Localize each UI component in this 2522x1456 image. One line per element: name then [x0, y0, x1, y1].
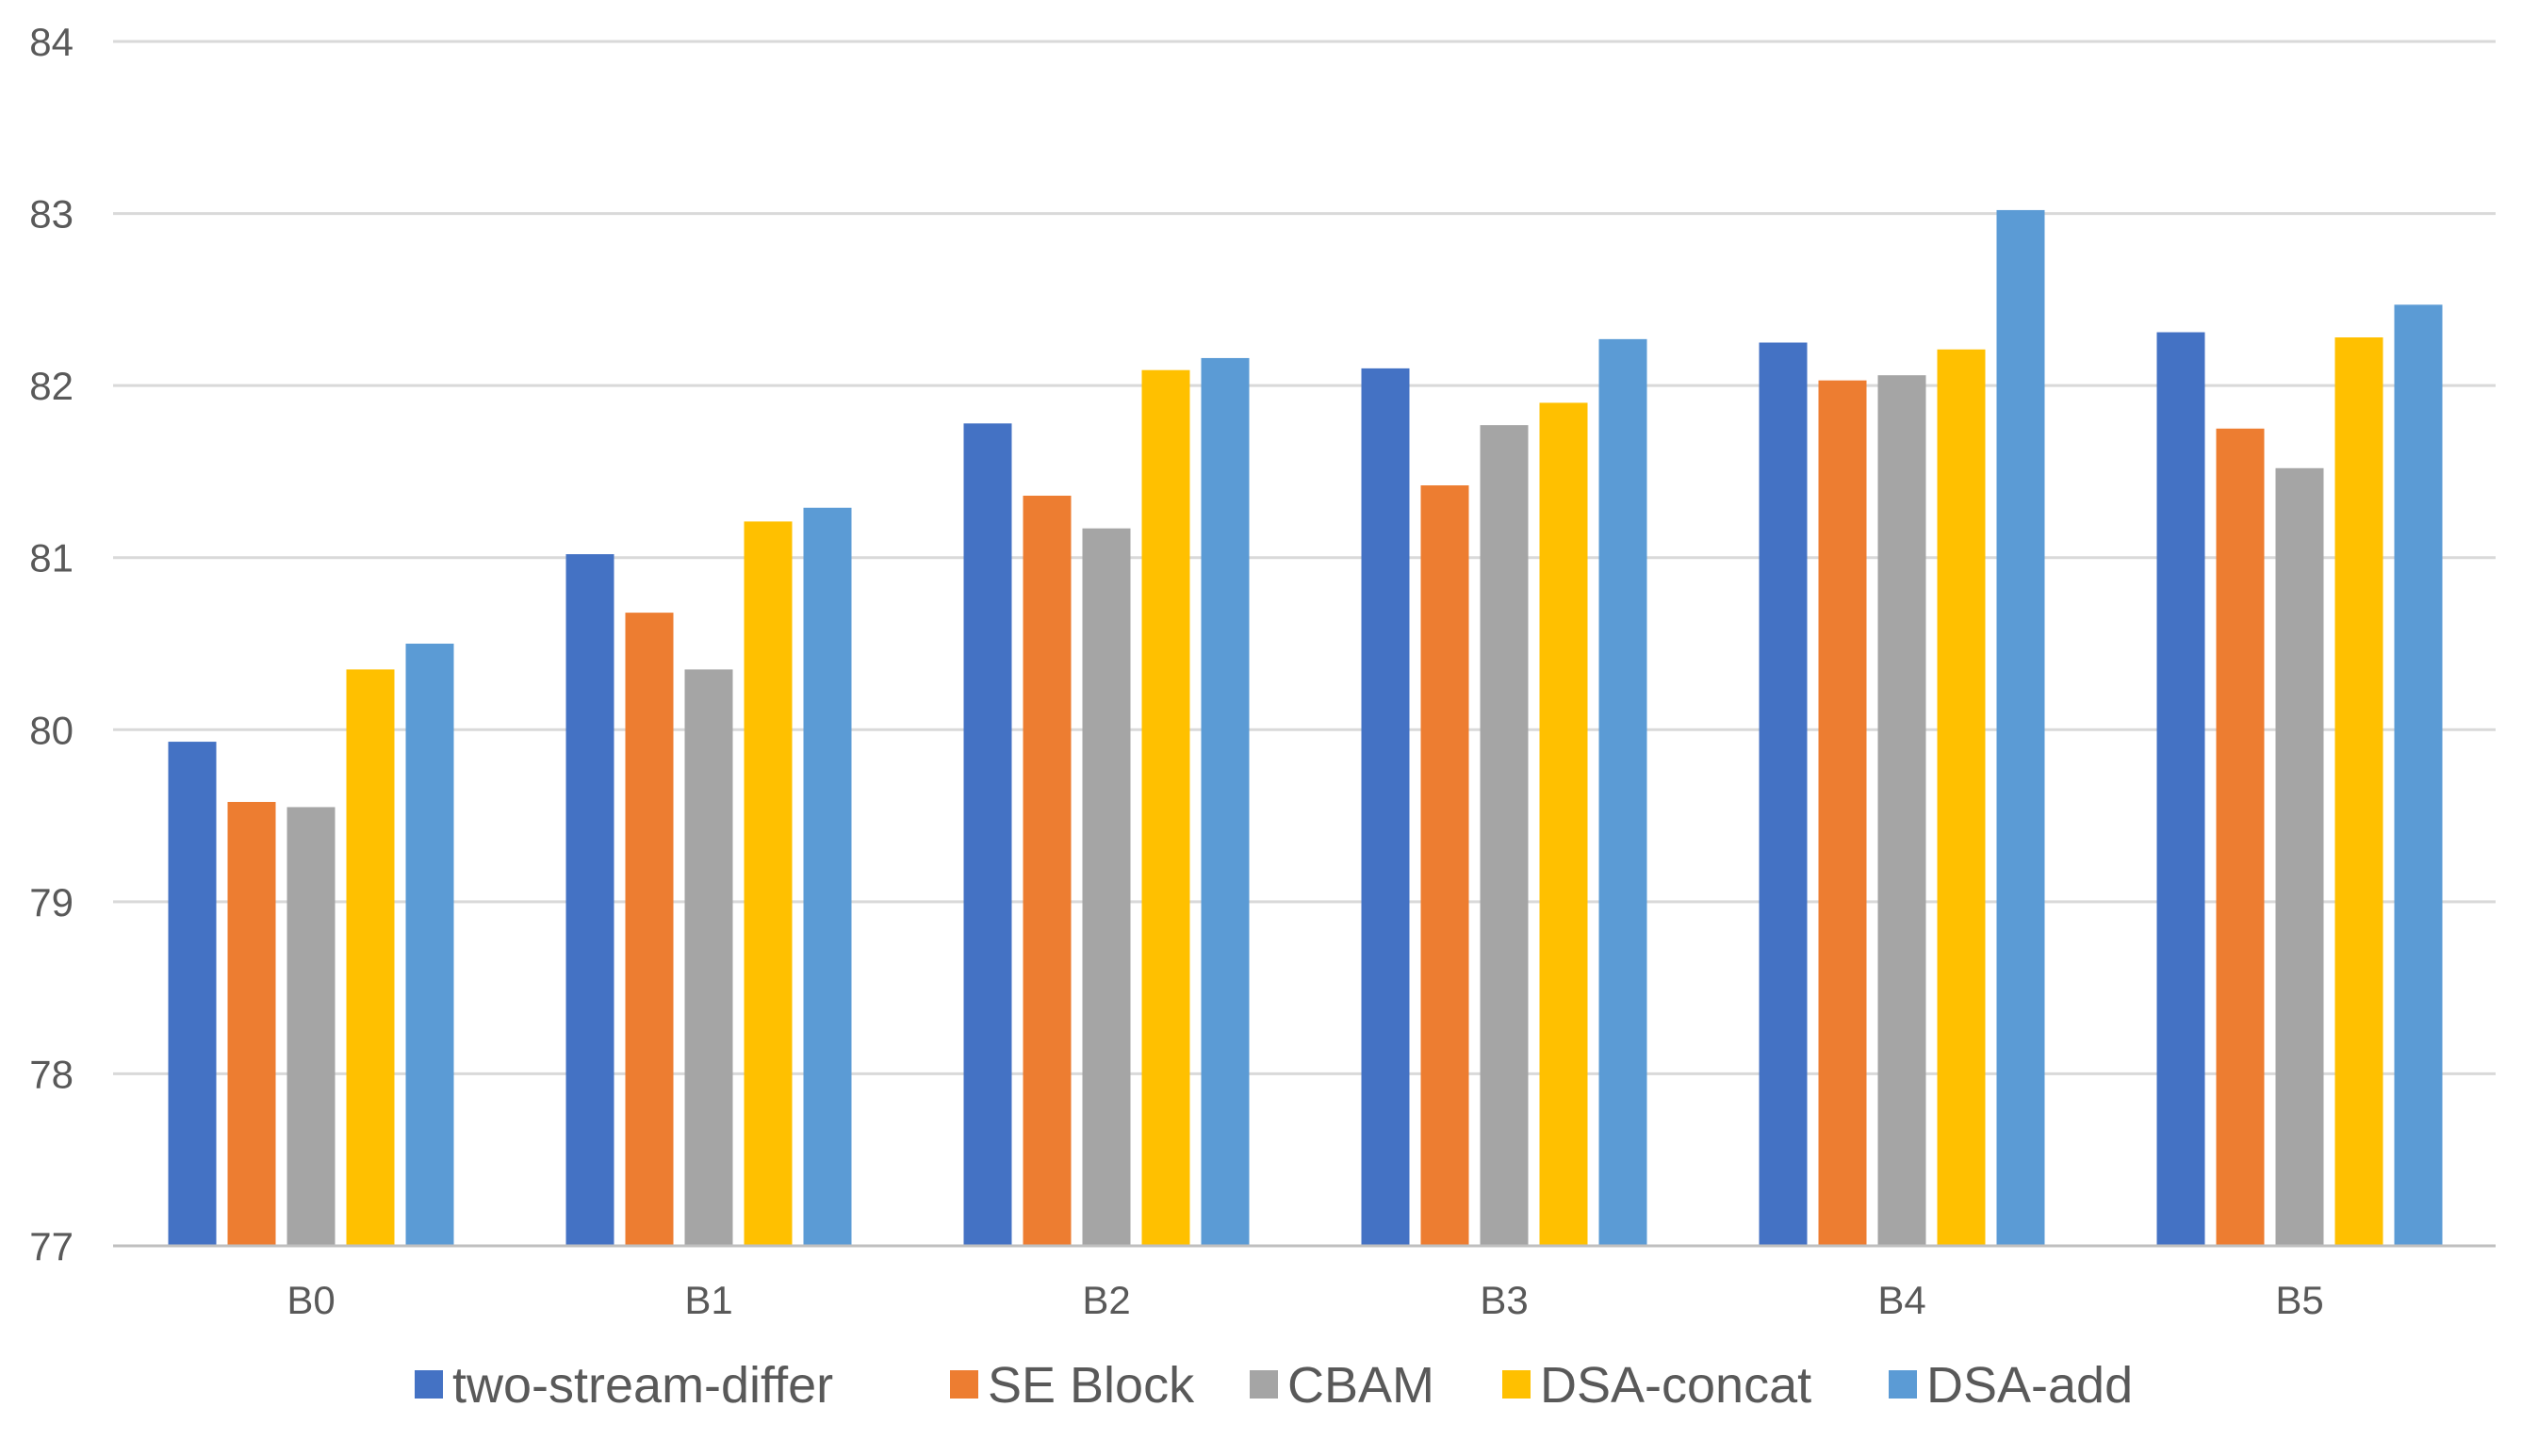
legend-item-two-stream-differ: two-stream-differ: [415, 1357, 833, 1414]
legend-item-dsa-add: DSA-add: [1889, 1357, 2133, 1414]
bar-dsa-concat-b0: [346, 669, 395, 1246]
legend-label: two-stream-differ: [452, 1357, 833, 1414]
y-axis-tick-labels: 77 78 79 80 81 82 83 84: [29, 20, 74, 1268]
bar-se-block-b0: [227, 801, 276, 1246]
legend: two-stream-differ SE Block CBAM DSA-concat D…: [415, 1357, 2133, 1414]
bar-two-stream-differ-b0: [168, 742, 217, 1246]
x-category-label: B3: [1480, 1278, 1528, 1322]
legend-label: DSA-add: [1926, 1357, 2133, 1414]
bar-two-stream-differ-b2: [963, 423, 1012, 1246]
legend-swatch: [415, 1370, 443, 1399]
y-tick-label: 82: [29, 364, 74, 408]
legend-swatch: [950, 1370, 978, 1399]
bar-se-block-b5: [2216, 428, 2265, 1246]
bar-dsa-concat-b2: [1141, 369, 1190, 1246]
bar-two-stream-differ-b3: [1361, 368, 1410, 1246]
bar-cbam-b4: [1877, 375, 1926, 1246]
bar-cbam-b5: [2275, 467, 2324, 1247]
legend-item-cbam: CBAM: [1250, 1357, 1434, 1414]
bar-two-stream-differ-b5: [2156, 332, 2205, 1246]
bar-dsa-concat-b5: [2334, 337, 2383, 1247]
legend-swatch: [1889, 1370, 1917, 1399]
bar-dsa-concat-b4: [1937, 349, 1986, 1246]
x-axis-category-labels: B0 B1 B2 B3 B4 B5: [287, 1278, 2323, 1322]
bar-dsa-add-b3: [1598, 338, 1647, 1246]
y-tick-label: 77: [29, 1224, 74, 1268]
bar-cbam-b3: [1480, 425, 1529, 1246]
x-category-label: B5: [2275, 1278, 2323, 1322]
legend-item-dsa-concat: DSA-concat: [1502, 1357, 1811, 1414]
bar-dsa-add-b2: [1201, 357, 1250, 1247]
bar-se-block-b2: [1023, 495, 1072, 1246]
legend-label: CBAM: [1287, 1357, 1434, 1414]
bar-dsa-add-b0: [405, 644, 454, 1246]
bar-dsa-concat-b3: [1539, 402, 1588, 1246]
bar-se-block-b4: [1818, 380, 1867, 1246]
y-tick-label: 78: [29, 1052, 74, 1096]
bar-cbam-b0: [287, 807, 336, 1246]
bar-se-block-b1: [625, 613, 674, 1246]
bar-dsa-add-b4: [1996, 209, 2045, 1246]
bar-dsa-concat-b1: [744, 521, 793, 1246]
bar-dsa-add-b1: [803, 507, 852, 1246]
legend-item-se-block: SE Block: [950, 1357, 1195, 1414]
legend-swatch: [1250, 1370, 1278, 1399]
bar-se-block-b3: [1420, 485, 1469, 1246]
x-category-label: B2: [1082, 1278, 1130, 1322]
bar-cbam-b2: [1082, 528, 1131, 1246]
y-tick-label: 80: [29, 708, 74, 752]
bar-two-stream-differ-b1: [565, 554, 614, 1246]
bars: [168, 209, 2443, 1247]
bar-cbam-b1: [684, 669, 733, 1246]
x-category-label: B0: [287, 1278, 335, 1322]
x-category-label: B1: [684, 1278, 732, 1322]
bar-two-stream-differ-b4: [1759, 342, 1808, 1246]
legend-label: DSA-concat: [1540, 1357, 1811, 1414]
gridlines: [113, 40, 2496, 1248]
legend-swatch: [1502, 1370, 1531, 1399]
bar-dsa-add-b5: [2394, 304, 2443, 1246]
y-tick-label: 84: [29, 20, 74, 64]
x-category-label: B4: [1877, 1278, 1925, 1322]
y-tick-label: 83: [29, 192, 74, 237]
legend-label: SE Block: [988, 1357, 1195, 1414]
y-tick-label: 81: [29, 536, 74, 581]
y-tick-label: 79: [29, 880, 74, 924]
